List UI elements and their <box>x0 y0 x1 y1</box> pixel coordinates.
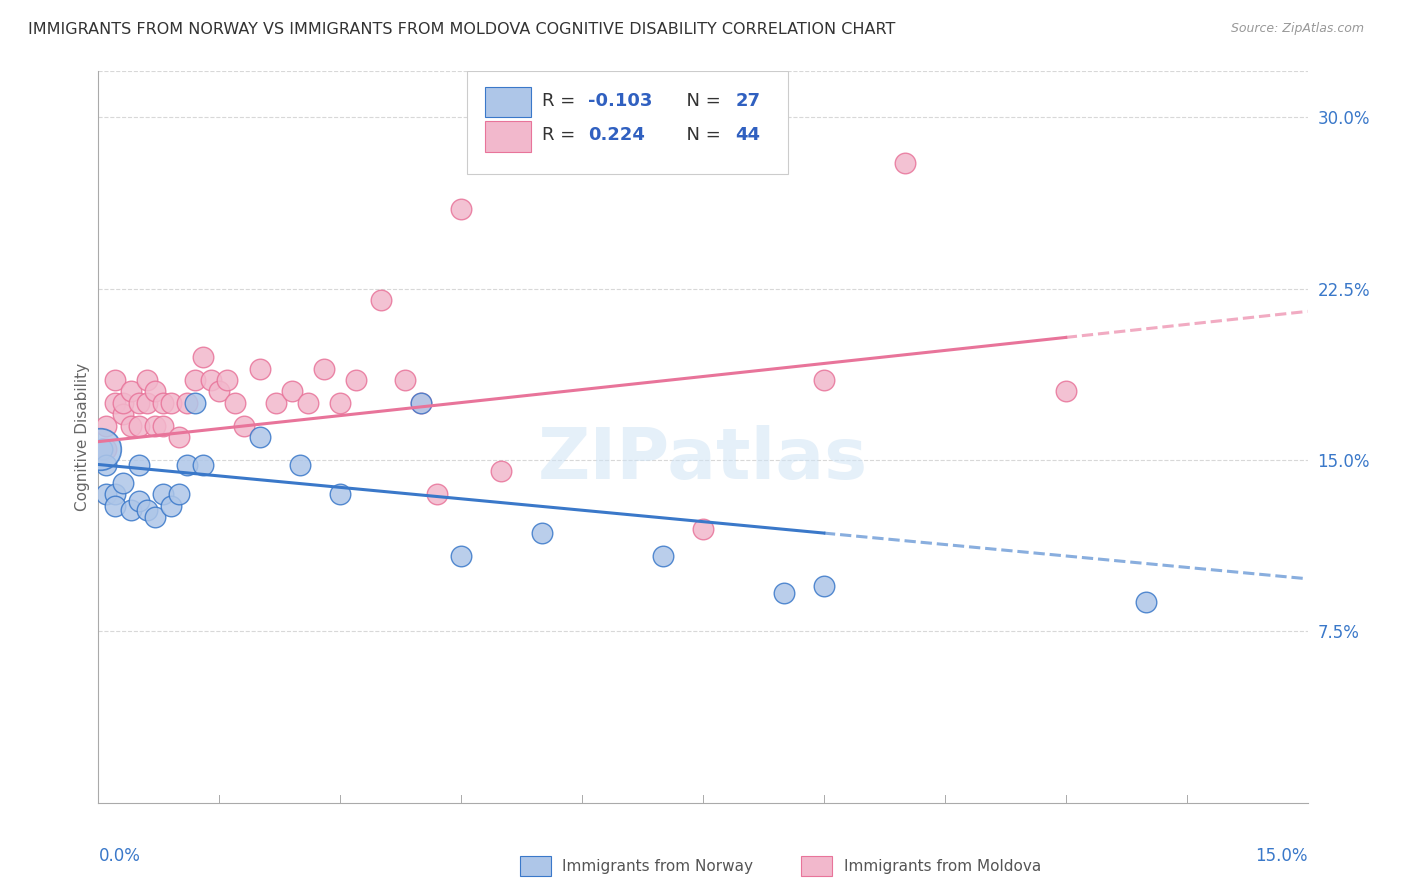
Point <box>152 487 174 501</box>
Point <box>217 373 239 387</box>
Point <box>297 396 319 410</box>
Point <box>208 384 231 399</box>
Point <box>184 396 207 410</box>
Point <box>128 458 150 472</box>
Point <box>96 418 118 433</box>
Point <box>491 464 513 478</box>
Point <box>193 458 215 472</box>
Point <box>128 396 150 410</box>
Point <box>176 396 198 410</box>
Point <box>96 458 118 472</box>
Point <box>409 396 432 410</box>
Point <box>111 407 134 421</box>
Point <box>91 442 114 456</box>
Point <box>103 499 125 513</box>
Text: R =: R = <box>543 126 586 144</box>
Point <box>135 503 157 517</box>
Point <box>249 430 271 444</box>
Point <box>329 487 352 501</box>
Point <box>128 418 150 433</box>
Point <box>314 361 336 376</box>
Point <box>1135 595 1157 609</box>
Point <box>249 361 271 376</box>
Point <box>111 475 134 490</box>
Point <box>200 373 222 387</box>
Text: Source: ZipAtlas.com: Source: ZipAtlas.com <box>1230 22 1364 36</box>
Text: ZIPatlas: ZIPatlas <box>538 425 868 493</box>
Point <box>264 396 287 410</box>
Point <box>128 494 150 508</box>
Point <box>184 373 207 387</box>
Point <box>426 487 449 501</box>
Text: -0.103: -0.103 <box>588 92 652 110</box>
Text: IMMIGRANTS FROM NORWAY VS IMMIGRANTS FROM MOLDOVA COGNITIVE DISABILITY CORRELATI: IMMIGRANTS FROM NORWAY VS IMMIGRANTS FRO… <box>28 22 896 37</box>
Y-axis label: Cognitive Disability: Cognitive Disability <box>75 363 90 511</box>
Point <box>89 442 111 456</box>
Point <box>135 396 157 410</box>
Point <box>1054 384 1077 399</box>
Point <box>813 373 835 387</box>
Point <box>143 418 166 433</box>
Point <box>152 396 174 410</box>
Text: N =: N = <box>675 126 727 144</box>
Point <box>394 373 416 387</box>
Point <box>96 442 118 456</box>
Point <box>772 585 794 599</box>
Point <box>152 418 174 433</box>
Point <box>167 487 190 501</box>
Point <box>530 526 553 541</box>
Point <box>193 350 215 364</box>
Point <box>232 418 254 433</box>
Point <box>288 458 311 472</box>
Point <box>450 202 472 216</box>
Point <box>893 155 915 169</box>
Point <box>176 458 198 472</box>
Point <box>111 396 134 410</box>
Point <box>135 373 157 387</box>
Point <box>450 549 472 563</box>
Text: 0.0%: 0.0% <box>98 847 141 864</box>
Text: 0.224: 0.224 <box>588 126 645 144</box>
Point <box>160 499 183 513</box>
Point <box>120 384 142 399</box>
FancyBboxPatch shape <box>485 121 531 152</box>
Point <box>167 430 190 444</box>
Text: N =: N = <box>675 92 727 110</box>
Point <box>160 396 183 410</box>
FancyBboxPatch shape <box>467 71 787 174</box>
Point <box>103 487 125 501</box>
Point <box>813 579 835 593</box>
Text: R =: R = <box>543 92 581 110</box>
Point <box>91 442 114 456</box>
Point <box>692 521 714 535</box>
Point <box>103 396 125 410</box>
Text: 27: 27 <box>735 92 761 110</box>
Point <box>281 384 304 399</box>
Point <box>96 487 118 501</box>
Point <box>103 373 125 387</box>
Point <box>224 396 246 410</box>
Point <box>143 510 166 524</box>
Point <box>651 549 673 563</box>
FancyBboxPatch shape <box>485 87 531 118</box>
Point <box>143 384 166 399</box>
Point <box>409 396 432 410</box>
Point <box>120 418 142 433</box>
Text: Immigrants from Norway: Immigrants from Norway <box>562 859 754 873</box>
Text: 44: 44 <box>735 126 761 144</box>
Text: Immigrants from Moldova: Immigrants from Moldova <box>844 859 1040 873</box>
Point <box>344 373 367 387</box>
Point <box>370 293 392 307</box>
Text: 15.0%: 15.0% <box>1256 847 1308 864</box>
Point <box>329 396 352 410</box>
Point <box>120 503 142 517</box>
